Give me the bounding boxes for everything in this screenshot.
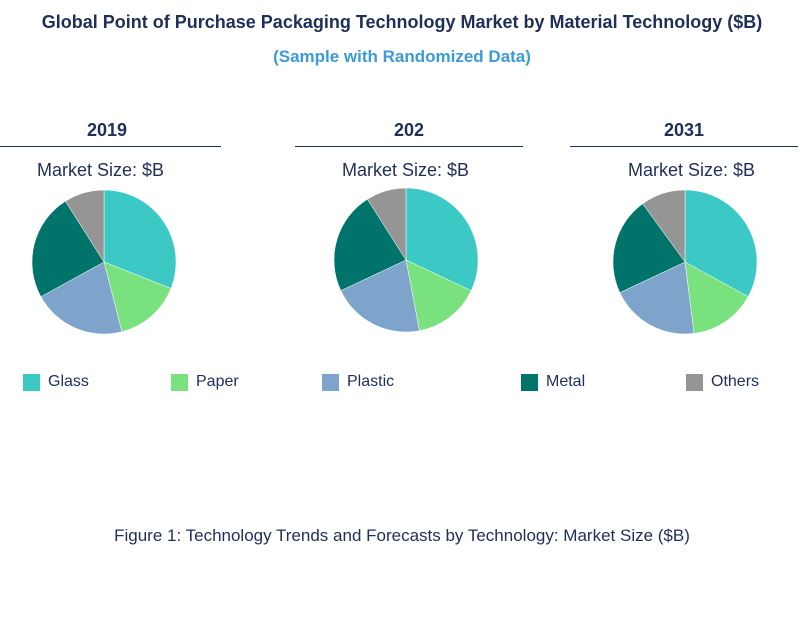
legend-item-glass: Glass	[23, 372, 89, 392]
legend-label: Glass	[48, 373, 89, 390]
legend-label: Paper	[196, 373, 239, 390]
legend-item-plastic: Plastic	[322, 372, 394, 392]
pie-slice-others	[642, 189, 686, 263]
legend-swatch	[23, 373, 40, 391]
pie-slice-paper	[405, 259, 472, 332]
pie-slice-metal	[612, 203, 686, 293]
legend-label: Plastic	[347, 373, 395, 390]
panel-0: 2019 Market Size: $B	[0, 118, 221, 180]
panel-market-size: Market Size: $B	[342, 160, 470, 180]
pie-slice-plastic	[40, 261, 123, 335]
legend-swatch	[171, 373, 188, 391]
pie-2019	[31, 189, 177, 335]
pie-slice-others	[65, 189, 105, 263]
pie-slice-paper	[103, 261, 172, 333]
panel-year: 202	[295, 118, 523, 147]
pie-slice-glass	[684, 189, 758, 298]
panel-market-size: Market Size: $B	[37, 160, 165, 180]
chart-subtitle: (Sample with Randomized Data)	[273, 47, 531, 66]
pie-slice-metal	[31, 200, 105, 298]
figure-caption: Figure 1: Technology Trends and Forecast…	[114, 526, 690, 545]
pie-slice-plastic	[340, 259, 420, 333]
pie-slice-glass	[405, 187, 479, 291]
panel-year: 2031	[570, 118, 798, 147]
legend-swatch	[686, 373, 703, 391]
chart-title: Global Point of Purchase Packaging Techn…	[41, 12, 763, 32]
legend-label: Metal	[546, 373, 586, 390]
pie-202	[333, 187, 479, 333]
panel-1: 202 Market Size: $B	[295, 118, 523, 180]
panel-year: 2019	[0, 118, 221, 147]
panel-2: 2031 Market Size: $B	[570, 118, 798, 180]
legend-swatch	[322, 373, 339, 391]
pie-slice-glass	[103, 189, 177, 289]
pie-slice-plastic	[619, 261, 695, 335]
legend-swatch	[521, 373, 538, 391]
pie-slice-paper	[684, 261, 749, 334]
legend-item-others: Others	[686, 372, 759, 392]
pie-slice-others	[367, 187, 407, 261]
panel-market-size: Market Size: $B	[628, 160, 756, 180]
legend-label: Others	[711, 373, 760, 390]
legend-item-paper: Paper	[171, 372, 239, 392]
legend-item-metal: Metal	[521, 372, 585, 392]
pie-2031	[612, 189, 758, 335]
pie-slice-metal	[333, 198, 407, 291]
